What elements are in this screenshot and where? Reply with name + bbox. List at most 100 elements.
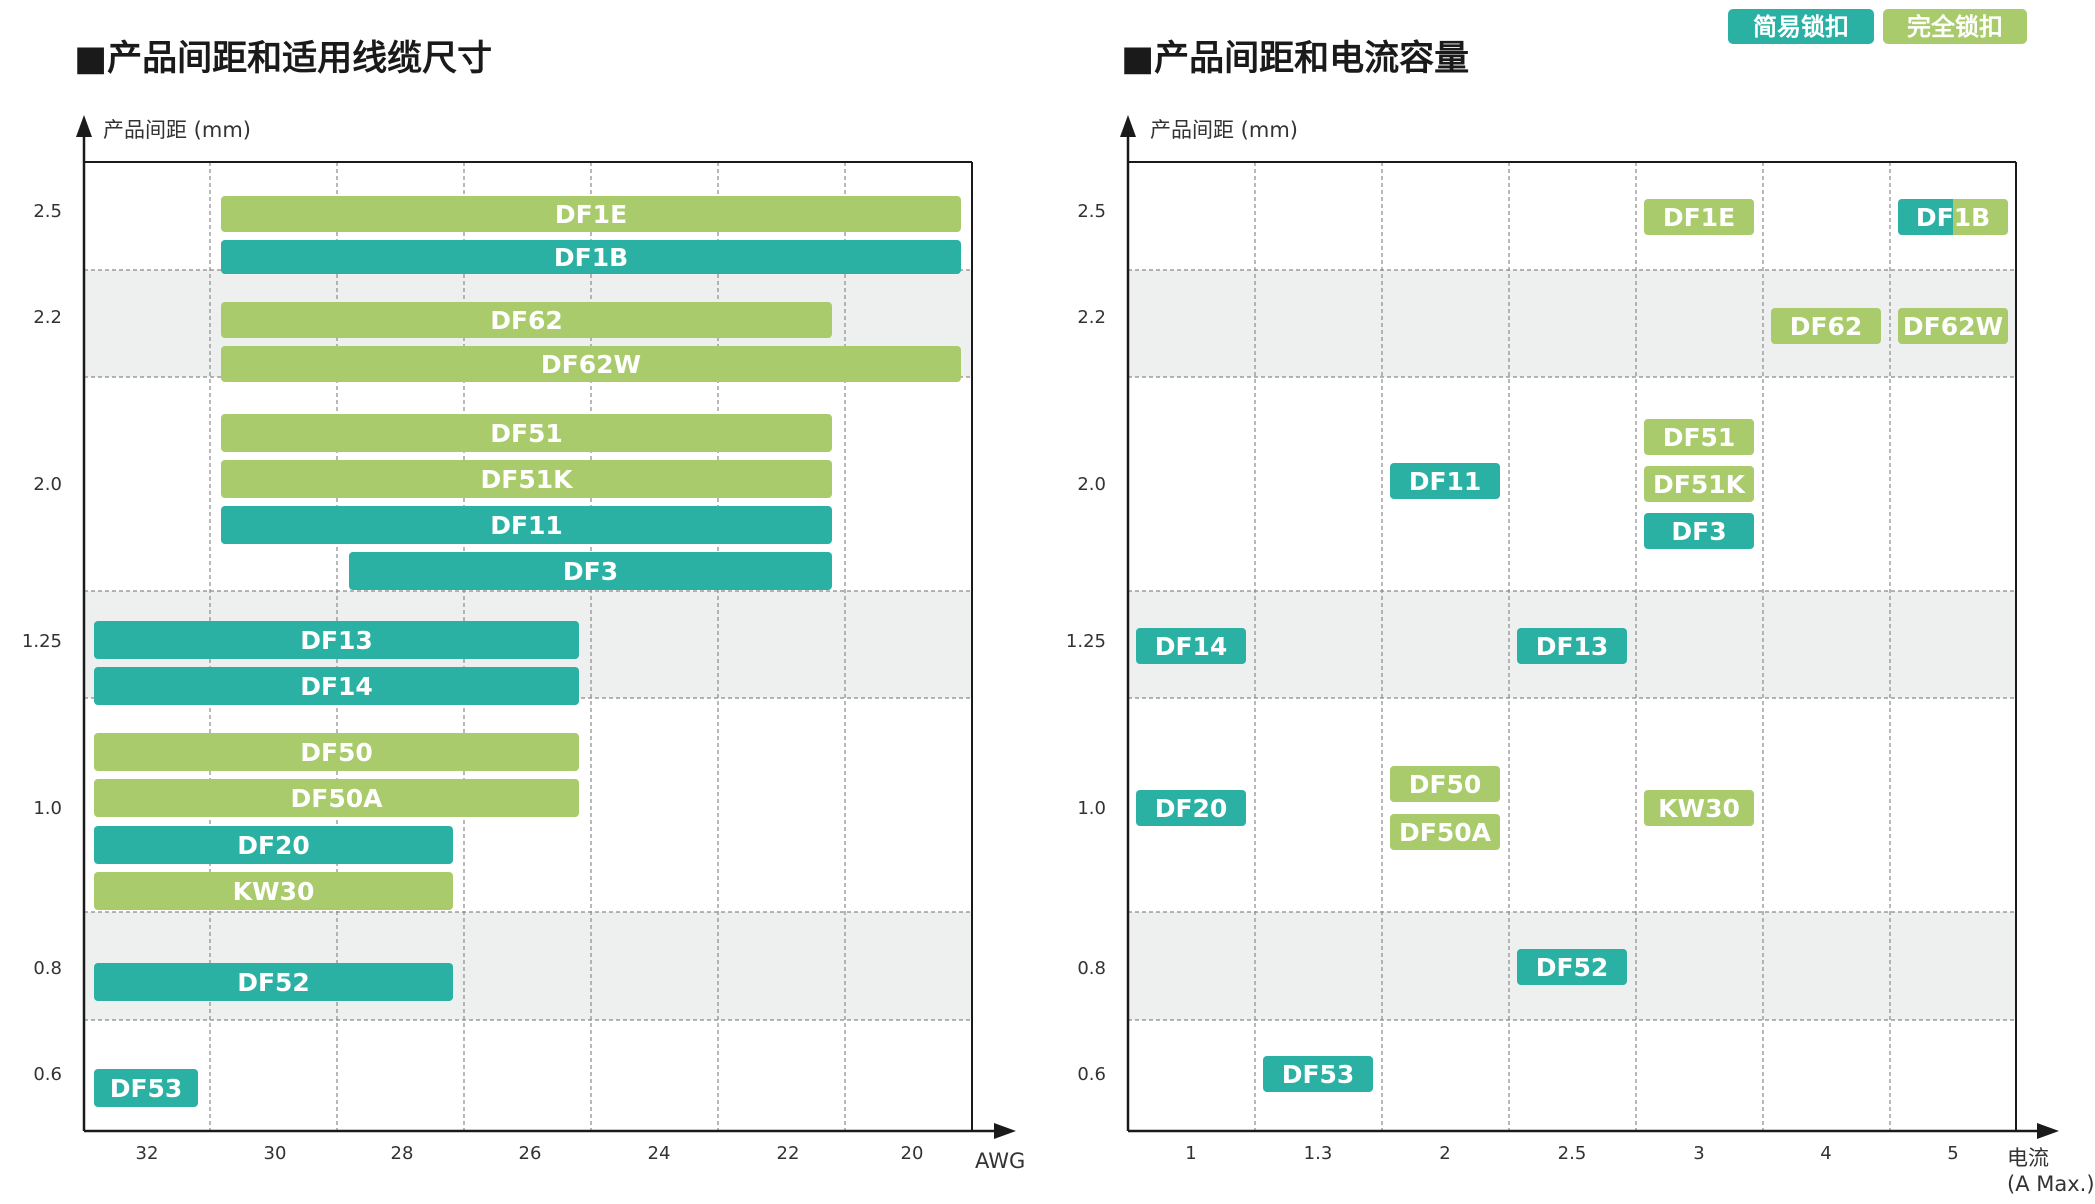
chip-df1e: DF1E (1644, 199, 1754, 235)
chip-df50a: DF50A (1390, 814, 1500, 850)
bar-df11: DF11 (221, 506, 832, 544)
chip-df14: DF14 (1136, 628, 1246, 664)
bar (221, 506, 832, 544)
bar-kw30: KW30 (94, 872, 453, 910)
chart-current: ■产品间距和电流容量 产品间距 (mm) 电流 (A Max.) 2.52.22… (1066, 39, 2095, 1196)
bar-label: DF20 (237, 831, 310, 860)
y-tick-label: 2.5 (33, 201, 62, 222)
chart-awg-y-ticks: 2.5 2.2 2.0 1.25 1.0 0.8 0.6 (22, 201, 62, 1085)
bar-df3: DF3 (349, 552, 832, 590)
chip-background (1390, 766, 1500, 802)
bar-df13: DF13 (94, 621, 579, 659)
chip-background (1263, 1056, 1373, 1092)
bar-df20: DF20 (94, 826, 453, 864)
chip-background (1517, 949, 1627, 985)
bar (94, 963, 453, 1001)
y-axis-arrow (1120, 115, 1136, 137)
bar (221, 346, 961, 382)
bar (94, 621, 579, 659)
x-tick-label: 2.5 (1558, 1143, 1587, 1164)
legend: 简易锁扣 完全锁扣 (1728, 9, 2027, 44)
chip-df51k: DF51K (1644, 466, 1754, 502)
x-tick-label: 4 (1820, 1143, 1831, 1164)
x-axis-arrow (2037, 1123, 2059, 1139)
bar-label: DF14 (300, 672, 373, 701)
chip-label: DF3 (1671, 517, 1726, 546)
x-tick-label: 28 (391, 1143, 414, 1164)
y-tick-label: 2.0 (1077, 474, 1106, 495)
chip-kw30: KW30 (1644, 790, 1754, 826)
chip-df53: DF53 (1263, 1056, 1373, 1092)
bar-label: DF50 (300, 738, 373, 767)
bar (94, 779, 579, 817)
y-tick-label: 0.6 (1077, 1064, 1106, 1085)
chart-current-grid (1128, 162, 2016, 1131)
chip-label: DF11 (1409, 467, 1482, 496)
chip-background (1136, 790, 1246, 826)
chart-awg-axes (76, 115, 1016, 1139)
x-tick-label: 2 (1439, 1143, 1450, 1164)
bar-df50: DF50 (94, 733, 579, 771)
chip-label: DF14 (1155, 632, 1228, 661)
chart-awg-y-axis-label: 产品间距 (mm) (103, 118, 251, 142)
chip-background-half (1898, 199, 1953, 235)
bar (94, 733, 579, 771)
chart-current-y-axis-label: 产品间距 (mm) (1150, 118, 1298, 142)
y-tick-label: 1.25 (1066, 631, 1106, 652)
chart-current-points: DF1E DF1B DF62 DF62W DF51 DF51K DF3 DF11 DF14 DF1… (1136, 199, 2008, 1092)
chip-background (1644, 513, 1754, 549)
chip-background (1644, 466, 1754, 502)
chip-df62: DF62 (1771, 308, 1881, 344)
bar-label: DF3 (563, 557, 618, 586)
legend-swatch-full-lock (1883, 9, 2027, 44)
y-tick-label: 2.2 (1077, 307, 1106, 328)
x-axis-arrow (994, 1123, 1016, 1139)
chip-label: DF52 (1536, 953, 1609, 982)
chip-label: DF62W (1903, 312, 2003, 341)
bar-df51k: DF51K (221, 460, 832, 498)
bar-df51: DF51 (221, 414, 832, 452)
chip-label: DF51K (1653, 470, 1747, 499)
y-tick-label: 0.8 (33, 958, 62, 979)
chart-current-x-axis-label-line1: 电流 (2007, 1146, 2049, 1170)
chip-label: DF53 (1282, 1060, 1355, 1089)
chip-df20: DF20 (1136, 790, 1246, 826)
bar (221, 240, 961, 274)
bar (94, 667, 579, 705)
x-tick-label: 30 (264, 1143, 287, 1164)
chip-label: DF13 (1536, 632, 1609, 661)
chip-label: DF50 (1409, 770, 1482, 799)
chip-background (1390, 463, 1500, 499)
y-tick-label: 2.5 (1077, 201, 1106, 222)
chip-label: DF20 (1155, 794, 1228, 823)
chart-current-x-axis-label-line2: (A Max.) (2007, 1172, 2095, 1196)
bar-label: DF1B (554, 243, 628, 272)
bar-label: DF52 (237, 968, 310, 997)
bar-df14: DF14 (94, 667, 579, 705)
bar-label: DF62 (490, 306, 563, 335)
chip-background (1390, 814, 1500, 850)
bar-df1e: DF1E (221, 196, 961, 232)
bar (349, 552, 832, 590)
chart-current-y-ticks: 2.5 2.2 2.0 1.25 1.0 0.8 0.6 (1066, 201, 1106, 1085)
legend-label-full-lock: 完全锁扣 (1907, 13, 2003, 41)
x-tick-label: 1 (1185, 1143, 1196, 1164)
y-tick-label: 2.0 (33, 474, 62, 495)
x-tick-label: 1.3 (1304, 1143, 1333, 1164)
chip-background (1644, 419, 1754, 455)
chip-background (1898, 308, 2008, 344)
x-tick-label: 22 (777, 1143, 800, 1164)
x-tick-label: 5 (1947, 1143, 1958, 1164)
bar (94, 826, 453, 864)
x-tick-label: 3 (1693, 1143, 1704, 1164)
chip-label: DF1B (1916, 203, 1990, 232)
chip-label: KW30 (1658, 794, 1740, 823)
y-tick-label: 1.0 (33, 798, 62, 819)
y-tick-label: 2.2 (33, 307, 62, 328)
chart-awg-x-axis-label: AWG (975, 1149, 1025, 1173)
bar (221, 196, 961, 232)
chip-df50: DF50 (1390, 766, 1500, 802)
y-tick-label: 0.8 (1077, 958, 1106, 979)
chip-background (1644, 790, 1754, 826)
